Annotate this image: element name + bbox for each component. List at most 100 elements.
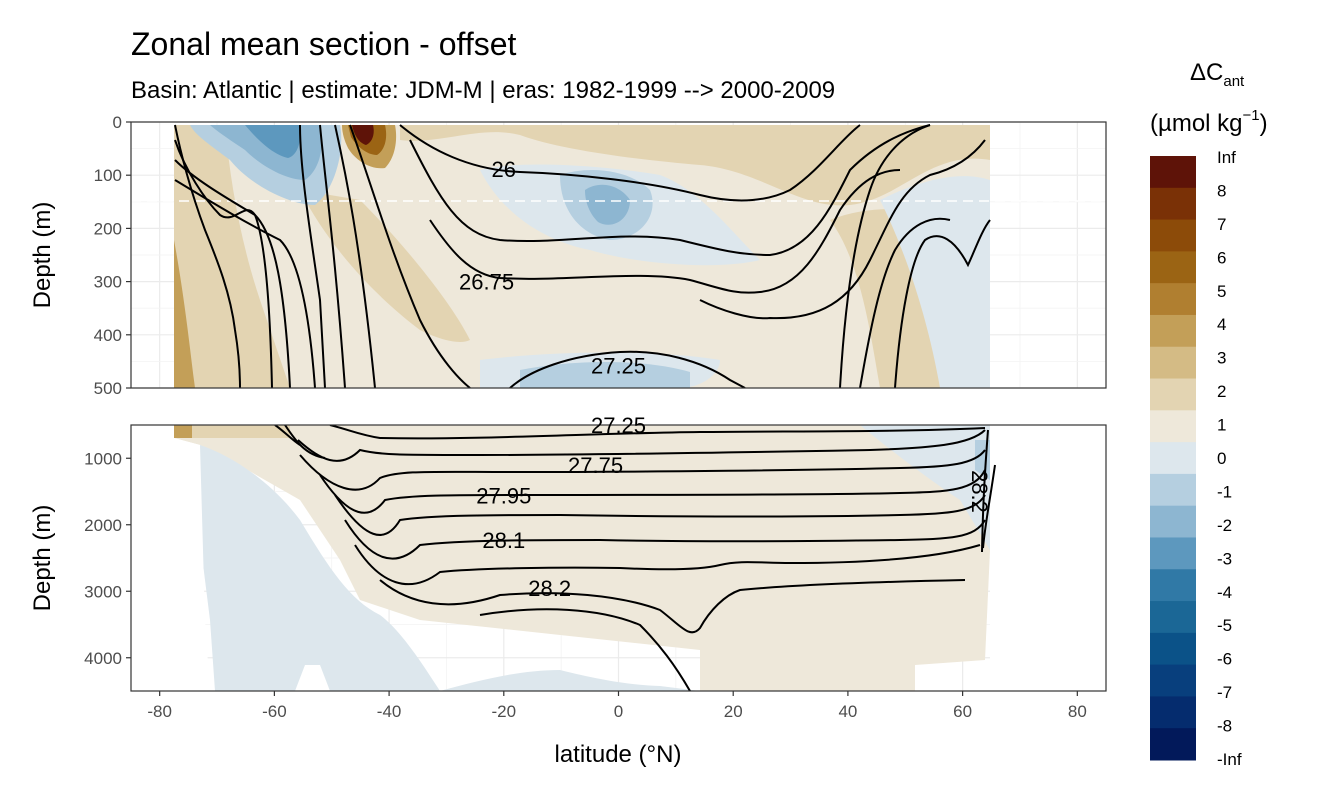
legend-label: 8	[1217, 181, 1226, 200]
legend-label: 5	[1217, 282, 1226, 301]
x-tick-label: 20	[724, 702, 743, 721]
field-region	[585, 184, 630, 225]
legend-title: ΔCant	[1190, 59, 1245, 90]
y-tick-label: 3000	[84, 582, 122, 601]
legend-units-close: )	[1260, 110, 1268, 137]
field-region	[880, 176, 990, 388]
legend-swatch	[1150, 219, 1196, 252]
contour-label: 28.1	[482, 528, 525, 553]
density-contour	[329, 425, 986, 440]
legend-units-main: (µmol kg	[1150, 110, 1243, 137]
legend-swatch	[1150, 537, 1196, 570]
field-region	[520, 361, 690, 388]
legend-label: -4	[1217, 583, 1232, 602]
x-tick-label: 60	[953, 702, 972, 721]
x-tick-label: 0	[614, 702, 623, 721]
density-contour	[859, 217, 951, 388]
density-contour	[299, 124, 326, 388]
legend-label: 3	[1217, 349, 1226, 368]
density-contour	[297, 429, 986, 462]
density-contour	[981, 429, 989, 553]
field-region	[174, 438, 210, 691]
legend-labels: Inf 8 7 6 5 4 3 2 1 0 -1 -2 -3 -4 -5 -6 -7 -8 -Inf	[1217, 148, 1242, 769]
density-contour	[299, 449, 986, 491]
upper-panel-field	[131, 124, 1106, 388]
legend-swatch	[1150, 187, 1196, 221]
upper-contour-labels: 26 26.75 27.25	[459, 157, 646, 379]
legend-label: -8	[1217, 717, 1232, 736]
field-region	[440, 670, 700, 691]
upper-panel: 26 26.75 27.25 0 100 200 300 400 500 Depth (m)	[29, 113, 1107, 398]
contour-label: 27.25	[591, 354, 646, 379]
density-contour	[334, 494, 986, 536]
density-contour	[379, 579, 966, 634]
density-contour	[319, 124, 346, 388]
field-region	[174, 125, 290, 388]
x-tick-label: -40	[377, 702, 402, 721]
legend-swatch	[1150, 664, 1196, 697]
contour-label: 26	[492, 157, 516, 182]
lower-panel-field	[131, 425, 1106, 691]
legend-label: -7	[1217, 683, 1232, 702]
y-tick-label: 300	[94, 273, 122, 292]
y-tick-label: 400	[94, 326, 122, 345]
x-tick-label: -80	[147, 702, 172, 721]
field-region	[990, 425, 1106, 691]
field-region	[174, 425, 290, 438]
legend-title-subscript: ant	[1223, 73, 1245, 90]
chart-subtitle: Basin: Atlantic | estimate: JDM-M | eras…	[131, 77, 835, 104]
lower-y-ticks: 1000 2000 3000 4000	[84, 449, 131, 668]
legend-label: -Inf	[1217, 750, 1242, 769]
y-tick-label: 2000	[84, 516, 122, 535]
lower-y-axis-title: Depth (m)	[29, 505, 56, 612]
legend-swatch	[1150, 728, 1196, 761]
legend-swatch	[1150, 442, 1196, 475]
field-region	[300, 190, 470, 342]
y-tick-label: 0	[113, 113, 122, 132]
field-region	[131, 425, 174, 691]
y-tick-label: 4000	[84, 649, 122, 668]
density-contour	[354, 544, 981, 586]
x-axis-ticks: -80 -60 -40 -20 0 20 40 60 80	[147, 691, 1087, 721]
legend-label: Inf	[1217, 148, 1236, 167]
density-contour	[982, 464, 996, 549]
legend-label: -1	[1217, 482, 1232, 501]
y-tick-label: 500	[94, 379, 122, 398]
contour-label: 28.2	[967, 470, 992, 513]
upper-y-axis-title: Depth (m)	[29, 202, 56, 309]
legend-units-superscript: −1	[1243, 107, 1260, 124]
legend-title-main: ΔC	[1190, 59, 1223, 86]
y-tick-label: 1000	[84, 449, 122, 468]
density-contour	[509, 350, 746, 388]
y-tick-label: 200	[94, 219, 122, 238]
upper-panel-border	[130, 121, 1107, 389]
legend-swatch	[1150, 378, 1196, 411]
density-contour	[174, 124, 241, 388]
legend-label: -5	[1217, 616, 1232, 635]
legend-label: 6	[1217, 248, 1226, 267]
contour-label: 26.75	[459, 270, 514, 295]
density-contour	[344, 519, 986, 560]
field-region	[174, 240, 195, 388]
legend-swatch	[1150, 251, 1196, 284]
field-region	[860, 425, 990, 550]
legend-label: -3	[1217, 549, 1232, 568]
density-contour	[174, 159, 291, 388]
density-contour	[894, 219, 991, 388]
legend-swatch	[1150, 156, 1196, 189]
legend-label: 1	[1217, 416, 1226, 435]
density-contour	[699, 139, 986, 320]
x-tick-label: -60	[262, 702, 287, 721]
x-tick-label: 80	[1068, 702, 1087, 721]
contour-label: 27.75	[568, 453, 623, 478]
legend-swatch	[1150, 314, 1196, 348]
upper-y-ticks: 0 100 200 300 400 500	[94, 113, 131, 398]
legend-swatch	[1150, 601, 1196, 634]
legend-swatch	[1150, 473, 1196, 507]
field-region	[352, 125, 374, 145]
legend: ΔCant (µmol kg−1) Inf 8 7 6 5 4 3 2 1 0 -1 -2 -3 -4 -5…	[1150, 59, 1268, 769]
legend-label: 2	[1217, 382, 1226, 401]
legend-colorbar	[1150, 156, 1196, 761]
